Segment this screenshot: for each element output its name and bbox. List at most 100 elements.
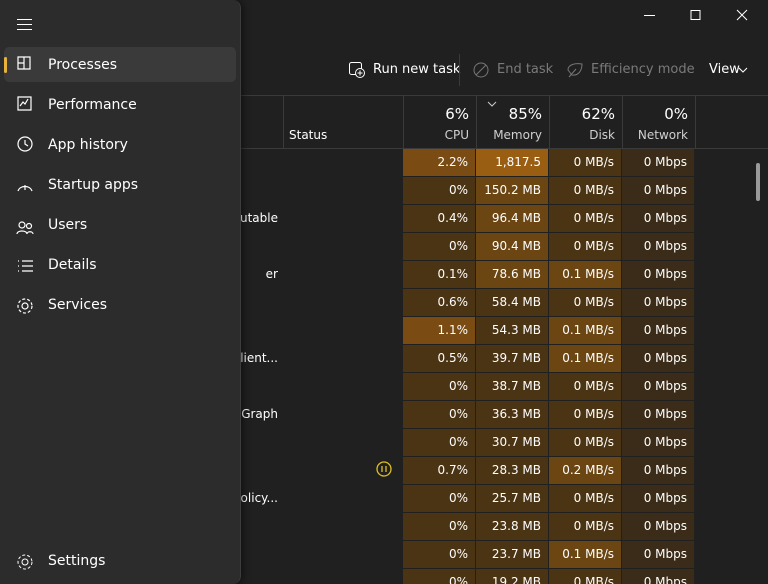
disk-cell: 0 MB/s (549, 401, 621, 428)
column-label[interactable]: Memory (493, 128, 542, 142)
memory-cell: 36.3 MB (476, 401, 548, 428)
nav-item[interactable]: Details (48, 257, 97, 273)
network-cell: 0 Mbps (622, 485, 694, 512)
column-label[interactable]: CPU (444, 128, 469, 142)
window-controls (644, 9, 748, 21)
paused-status-icon (376, 461, 392, 477)
disk-cell: 0 MB/s (549, 429, 621, 456)
efficiency-mode-button[interactable]: Efficiency mode (591, 62, 695, 77)
memory-cell: 96.4 MB (476, 205, 548, 232)
disk-cell: 0 MB/s (549, 373, 621, 400)
memory-cell: 19.2 MB (476, 569, 548, 584)
disk-cell: 0.2 MB/s (549, 457, 621, 484)
network-cell: 0 Mbps (622, 261, 694, 288)
column-divider (622, 96, 623, 148)
nav-item[interactable]: Services (48, 297, 108, 313)
network-cell: 0 Mbps (622, 373, 694, 400)
memory-cell: 30.7 MB (476, 429, 548, 456)
column-percent[interactable]: 85% (508, 105, 542, 123)
column-label[interactable]: Disk (589, 128, 615, 142)
network-cell: 0 Mbps (622, 149, 694, 176)
hamburger-menu[interactable] (16, 17, 34, 33)
column-divider (476, 96, 477, 148)
column-percent[interactable]: 6% (445, 105, 469, 123)
column-divider (403, 96, 404, 148)
cpu-cell: 0.4% (403, 205, 475, 232)
cpu-cell: 1.1% (403, 317, 475, 344)
view-chevron (738, 67, 748, 73)
network-cell: 0 Mbps (622, 569, 694, 584)
disk-cell: 0 MB/s (549, 513, 621, 540)
network-cell: 0 Mbps (622, 205, 694, 232)
disk-cell: 0 MB/s (549, 569, 621, 584)
network-cell: 0 Mbps (622, 345, 694, 372)
cpu-cell: 0.6% (403, 289, 475, 316)
memory-cell: 90.4 MB (476, 233, 548, 260)
cpu-cell: 0% (403, 485, 475, 512)
column-label[interactable]: Network (637, 128, 688, 142)
cpu-cell: 0.1% (403, 261, 475, 288)
disk-cell: 0.1 MB/s (549, 317, 621, 344)
cpu-cell: 0.5% (403, 345, 475, 372)
disk-cell: 0.1 MB/s (549, 541, 621, 568)
memory-cell: 58.4 MB (476, 289, 548, 316)
disk-cell: 0 MB/s (549, 289, 621, 316)
column-percent[interactable]: 0% (664, 105, 688, 123)
process-name: Graph ... (241, 407, 278, 421)
disk-cell: 0 MB/s (549, 233, 621, 260)
run-task-icon (349, 62, 365, 78)
cpu-cell: 0% (403, 541, 475, 568)
end-task-button[interactable]: End task (497, 62, 554, 77)
memory-cell: 23.7 MB (476, 541, 548, 568)
view-button[interactable]: View (709, 62, 740, 77)
settings-icon (17, 554, 33, 570)
network-cell: 0 Mbps (622, 429, 694, 456)
network-cell: 0 Mbps (622, 513, 694, 540)
nav-item[interactable]: App history (48, 137, 128, 153)
memory-cell: 38.7 MB (476, 373, 548, 400)
header-border (240, 95, 768, 96)
network-cell: 0 Mbps (622, 457, 694, 484)
network-cell: 0 Mbps (622, 289, 694, 316)
memory-cell: 28.3 MB (476, 457, 548, 484)
nav-item[interactable]: Users (48, 217, 88, 233)
nav-item[interactable]: Startup apps (48, 177, 139, 193)
settings-nav-item[interactable]: Settings (48, 553, 106, 569)
memory-cell: 23.8 MB (476, 513, 548, 540)
memory-cell: 1,817.5 MB (476, 149, 548, 196)
nav-item[interactable]: Performance (48, 97, 137, 113)
cpu-cell: 2.2% (403, 149, 475, 176)
scrollbar-thumb[interactable] (756, 163, 760, 201)
selection-accent (4, 57, 7, 73)
close-button[interactable] (736, 9, 748, 21)
disk-cell: 0 MB/s (549, 149, 621, 176)
nav-icons (16, 56, 34, 314)
selected-highlight (4, 47, 236, 82)
column-divider (283, 96, 284, 148)
disk-cell: 0 MB/s (549, 205, 621, 232)
maximize-button[interactable] (690, 10, 701, 20)
disk-cell: 0 MB/s (549, 485, 621, 512)
column-percent[interactable]: 62% (581, 105, 615, 123)
navigation-pane: Settings Processes Performance App history… (0, 0, 241, 584)
nav-item[interactable]: Processes (48, 57, 118, 73)
cpu-cell: 0% (403, 513, 475, 540)
network-cell: 0 Mbps (622, 541, 694, 568)
status-header[interactable]: Status (289, 128, 328, 142)
network-cell: 0 Mbps (622, 317, 694, 344)
disk-cell: 0.1 MB/s (549, 261, 621, 288)
run-new-task-button[interactable]: Run new task (373, 62, 461, 77)
process-name: er (265, 267, 278, 281)
process-name: cutable (233, 211, 278, 225)
header-border (240, 148, 768, 149)
cpu-cell: 0% (403, 429, 475, 456)
network-cell: 0 Mbps (622, 177, 694, 204)
sort-indicator (487, 101, 497, 107)
separator (459, 54, 460, 86)
end-task-icon (473, 62, 489, 78)
cpu-cell: 0% (403, 401, 475, 428)
cpu-cell: 0.7% (403, 457, 475, 484)
memory-cell: 39.7 MB (476, 345, 548, 372)
